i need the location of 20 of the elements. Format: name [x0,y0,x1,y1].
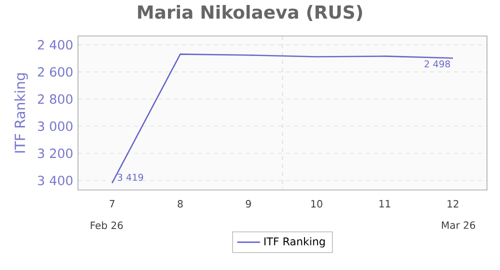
y-axis-title: ITF Ranking [14,73,28,153]
y-tick-label: 2 800 [38,94,72,104]
y-tick-label: 3 200 [38,148,72,158]
y-tick-label: 2 400 [38,40,72,50]
y-tick-label: 3 000 [38,121,72,132]
x-tick-label: 10 [311,200,322,208]
data-label: 3 419 [118,174,144,181]
text: Feb 26 [90,221,123,230]
line-series [111,54,454,184]
x-tick-label: 9 [246,200,251,208]
x-tick-label: 12 [448,200,458,208]
x-tick-label: 11 [379,200,390,208]
x-tick-label: 8 [178,200,183,208]
y-tick-label: 3 400 [38,176,72,186]
y-tick-label: 2 600 [38,67,72,77]
chart-title: Maria Nikolaeva (RUS) [138,4,362,22]
x-tick-label: 7 [110,200,114,208]
legend-label: ITF Ranking [264,237,325,248]
data-label: 2 498 [424,60,450,68]
text: Mar 26 [442,221,476,229]
